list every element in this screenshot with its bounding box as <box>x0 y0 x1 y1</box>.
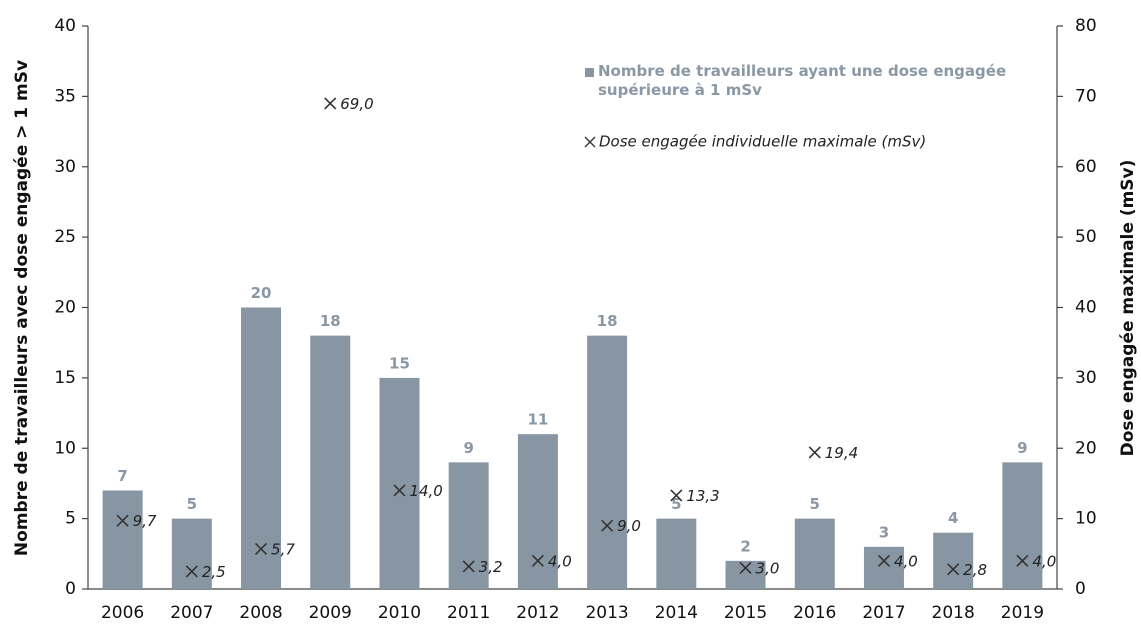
bar <box>102 490 143 589</box>
marker-label: 2,8 <box>963 561 987 579</box>
y-tick-label: 35 <box>54 86 76 106</box>
bar <box>1002 462 1043 589</box>
marker <box>254 542 268 555</box>
x-tick-label: 2006 <box>101 603 144 623</box>
bar-label: 9 <box>463 439 473 457</box>
bar-label: 3 <box>879 523 889 541</box>
y2-tick-label: 40 <box>1075 298 1097 318</box>
bar <box>863 546 904 589</box>
bar <box>794 518 835 589</box>
marker-label: 9,7 <box>133 512 157 530</box>
bar <box>587 335 628 589</box>
y2-tick-label: 30 <box>1075 368 1097 388</box>
bar <box>241 307 282 589</box>
bar-label: 20 <box>251 284 272 302</box>
legend-label: Nombre de travailleurs ayant une dose en… <box>598 62 1007 99</box>
marker-label: 69,0 <box>340 95 373 113</box>
bar-label: 5 <box>671 495 681 513</box>
x-tick-label: 2014 <box>655 603 698 623</box>
bar-label: 2 <box>740 537 750 555</box>
y-tick-label: 20 <box>54 298 76 318</box>
bar-label: 4 <box>948 509 958 527</box>
marker-label: 2,5 <box>202 563 226 581</box>
y-tick-label: 0 <box>65 579 76 599</box>
legend-box: Nombre de travailleurs ayant une dose en… <box>598 62 1007 99</box>
bar <box>933 532 974 589</box>
bar-label: 18 <box>320 312 341 330</box>
marker-label: 9,0 <box>617 517 641 535</box>
x-tick-label: 2013 <box>585 603 628 623</box>
bar-label: 15 <box>389 354 410 372</box>
bar <box>310 335 351 589</box>
x-tick-label: 2018 <box>932 603 975 623</box>
marker <box>462 560 475 573</box>
x-tick-label: 2008 <box>239 603 282 623</box>
legend-label: Dose engagée individuelle maximale (mSv) <box>599 133 926 151</box>
marker-label: 13,3 <box>686 487 719 505</box>
marker <box>324 97 337 110</box>
marker-label: 19,4 <box>825 444 858 462</box>
marker-label: 4,0 <box>548 552 572 570</box>
bar-label: 5 <box>810 495 820 513</box>
y-tick-label: 10 <box>54 438 76 458</box>
y2-tick-label: 60 <box>1075 157 1097 177</box>
bar-label: 11 <box>527 411 548 429</box>
marker-label: 4,0 <box>894 552 918 570</box>
bar-label: 9 <box>1017 439 1027 457</box>
marker <box>1016 554 1029 567</box>
y2-tick-label: 0 <box>1075 579 1086 599</box>
x-tick-label: 2010 <box>378 603 421 623</box>
y-axis-label: Nombre de travailleurs avec dose engagée… <box>12 60 32 556</box>
marker-label: 5,7 <box>271 540 295 558</box>
marker <box>877 554 891 567</box>
marker-label: 4,0 <box>1032 552 1056 570</box>
bar-label: 5 <box>187 495 197 513</box>
marker-label: 3,0 <box>756 559 780 577</box>
marker <box>116 514 129 527</box>
marker <box>739 561 752 574</box>
x-tick-label: 2019 <box>1001 603 1044 623</box>
bar <box>379 377 420 589</box>
y-tick-label: 25 <box>54 227 76 247</box>
y2-tick-label: 50 <box>1075 227 1097 247</box>
bar <box>656 518 697 589</box>
y2-tick-label: 80 <box>1075 16 1097 36</box>
x-tick-label: 2007 <box>170 603 213 623</box>
x-tick-label: 2009 <box>309 603 352 623</box>
bar <box>517 434 558 589</box>
y-tick-label: 40 <box>54 16 76 36</box>
marker-label: 3,2 <box>479 558 503 576</box>
bar <box>725 560 766 589</box>
marker <box>601 519 614 532</box>
y2-axis-label: Dose engagée maximale (mSv) <box>1118 160 1138 457</box>
x-tick-label: 2011 <box>447 603 490 623</box>
marker <box>808 446 821 459</box>
y2-tick-label: 20 <box>1075 438 1097 458</box>
legend-swatch <box>585 68 594 77</box>
y-tick-label: 5 <box>65 509 76 529</box>
marker <box>531 554 544 567</box>
bar <box>171 518 212 589</box>
y2-tick-label: 70 <box>1075 86 1097 106</box>
bar-label: 7 <box>117 467 127 485</box>
bar <box>448 462 489 589</box>
legend-marker <box>584 136 596 148</box>
bar-label: 18 <box>597 312 618 330</box>
marker <box>185 565 198 578</box>
x-tick-label: 2015 <box>724 603 767 623</box>
x-tick-label: 2016 <box>793 603 836 623</box>
marker <box>947 563 960 576</box>
y-tick-label: 30 <box>54 157 76 177</box>
marker <box>393 484 406 497</box>
marker <box>670 489 683 502</box>
y2-tick-label: 10 <box>1075 509 1097 529</box>
x-tick-label: 2017 <box>862 603 905 623</box>
marker-label: 14,0 <box>409 482 442 500</box>
y-tick-label: 15 <box>54 368 76 388</box>
x-tick-label: 2012 <box>516 603 559 623</box>
